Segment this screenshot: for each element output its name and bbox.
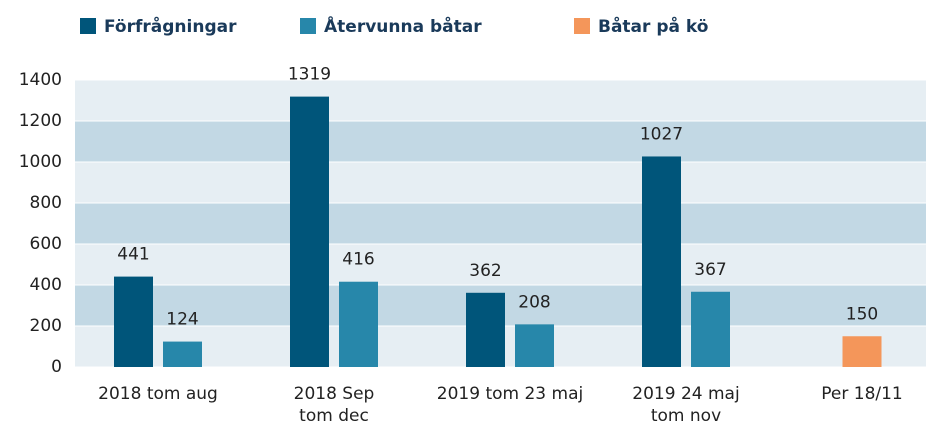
grid-band [75,244,926,285]
bar [842,336,882,367]
data-label: 124 [166,310,198,330]
y-tick-label: 1400 [19,70,62,90]
x-tick-label: 2018 tom aug [98,384,218,404]
data-label: 416 [342,250,374,270]
data-label: 1319 [288,65,331,85]
legend-swatch [80,18,96,34]
bar [642,156,681,367]
data-label: 367 [694,260,726,280]
legend-swatch [300,18,316,34]
grid-band [75,121,926,162]
bar [691,291,730,367]
legend-label: Båtar på kö [598,15,708,37]
legend-swatch [574,18,590,34]
bar [163,341,202,367]
grid-band [75,162,926,203]
grid-band [75,80,926,121]
grid-band [75,203,926,244]
y-tick-label: 1200 [19,111,62,131]
legend-label: Förfrågningar [104,15,237,37]
x-tick-label: 2019 tom 23 maj [436,384,584,404]
bar [515,324,554,367]
legend-label: Återvunna båtar [324,14,482,37]
data-label: 362 [469,261,501,281]
legend: Förfrågningar Återvunna båtar Båtar på kö [80,14,708,37]
y-tick-label: 0 [51,357,62,377]
y-tick-label: 600 [30,234,62,254]
x-tick-label: 2019 24 maj tom nov [632,384,740,426]
data-label: 441 [117,245,149,265]
x-tick-label: 2018 Sep tom dec [293,384,375,426]
data-label: 1027 [640,124,683,144]
y-tick-label: 1000 [19,152,62,172]
data-label: 208 [518,292,550,312]
y-tick-label: 200 [30,316,62,336]
bar [466,292,505,367]
y-tick-label: 800 [30,193,62,213]
bar [290,96,329,367]
bar [339,281,378,367]
x-tick-label: Per 18/11 [821,384,903,404]
data-label: 150 [846,304,878,324]
bar [114,276,153,367]
y-tick-label: 400 [30,275,62,295]
